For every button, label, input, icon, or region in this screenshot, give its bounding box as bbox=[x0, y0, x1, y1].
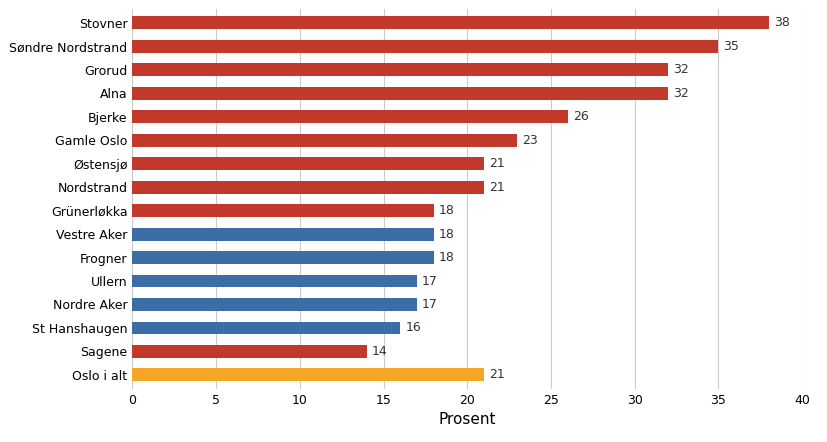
Text: 18: 18 bbox=[439, 228, 455, 240]
Bar bbox=[132, 134, 518, 147]
Text: 38: 38 bbox=[774, 16, 790, 30]
Text: 17: 17 bbox=[422, 298, 438, 311]
Text: 23: 23 bbox=[523, 134, 538, 147]
Bar bbox=[132, 204, 433, 217]
Bar bbox=[132, 298, 417, 311]
Text: 35: 35 bbox=[724, 40, 739, 53]
Bar bbox=[132, 369, 484, 381]
Text: 32: 32 bbox=[673, 63, 689, 76]
Bar bbox=[132, 63, 668, 76]
Bar bbox=[132, 345, 366, 358]
X-axis label: Prosent: Prosent bbox=[438, 412, 496, 427]
Text: 21: 21 bbox=[489, 368, 504, 381]
Bar bbox=[132, 181, 484, 194]
Bar bbox=[132, 157, 484, 170]
Bar bbox=[132, 110, 567, 123]
Text: 17: 17 bbox=[422, 274, 438, 288]
Text: 26: 26 bbox=[573, 110, 589, 123]
Text: 21: 21 bbox=[489, 181, 504, 194]
Text: 14: 14 bbox=[372, 345, 388, 358]
Bar bbox=[132, 87, 668, 100]
Bar bbox=[132, 228, 433, 240]
Text: 18: 18 bbox=[439, 251, 455, 264]
Text: 18: 18 bbox=[439, 204, 455, 217]
Bar bbox=[132, 16, 769, 29]
Text: 16: 16 bbox=[405, 321, 421, 335]
Bar bbox=[132, 274, 417, 287]
Text: 21: 21 bbox=[489, 157, 504, 170]
Bar bbox=[132, 251, 433, 264]
Text: 32: 32 bbox=[673, 87, 689, 100]
Bar bbox=[132, 40, 719, 53]
Bar bbox=[132, 321, 400, 335]
